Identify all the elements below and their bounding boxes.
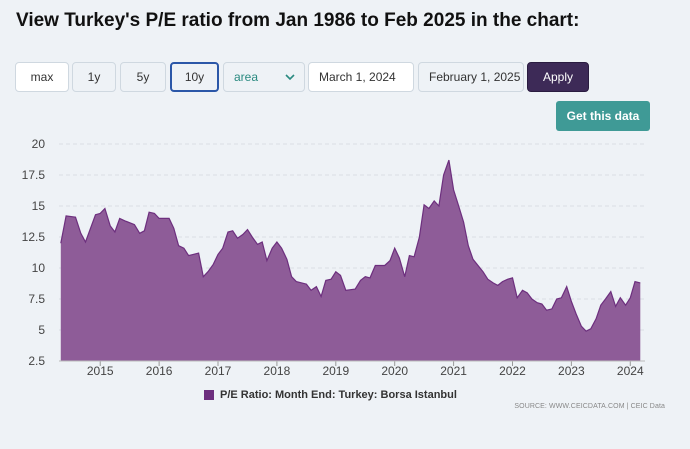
range-5y-button[interactable]: 5y (120, 62, 166, 92)
series-area (60, 160, 641, 361)
page-title: View Turkey's P/E ratio from Jan 1986 to… (16, 10, 580, 31)
y-tick-label: 10 (32, 261, 46, 275)
x-tick-label: 2019 (322, 364, 349, 378)
y-tick-label: 17.5 (22, 168, 46, 182)
pe-ratio-area-chart: 2.5 5 7.5 10 12.5 15 17.5 20 2015 2016 2017 2018 201… (22, 137, 645, 378)
y-tick-label: 5 (38, 323, 45, 337)
y-tick-label: 15 (32, 199, 46, 213)
x-tick-label: 2021 (440, 364, 467, 378)
range-1y-button[interactable]: 1y (72, 62, 116, 92)
y-tick-label: 7.5 (28, 292, 45, 306)
range-10y-button[interactable]: 10y (170, 62, 219, 92)
x-tick-label: 2015 (87, 364, 114, 378)
y-tick-label: 12.5 (22, 230, 46, 244)
end-date-field[interactable]: February 1, 2025 (418, 62, 524, 92)
x-tick-label: 2023 (558, 364, 585, 378)
start-date-field[interactable]: March 1, 2024 (308, 62, 414, 92)
chart-legend[interactable]: P/E Ratio: Month End: Turkey: Borsa Ista… (204, 389, 457, 401)
source-credit: SOURCE: WWW.CEICDATA.COM | CEIC Data (514, 403, 665, 410)
x-tick-label: 2018 (264, 364, 291, 378)
chart-type-select[interactable]: area (223, 62, 305, 92)
chevron-down-icon (285, 74, 295, 81)
get-data-button[interactable]: Get this data (556, 101, 650, 131)
legend-label: P/E Ratio: Month End: Turkey: Borsa Ista… (220, 389, 457, 401)
chart-type-value: area (234, 70, 259, 84)
x-tick-label: 2020 (381, 364, 408, 378)
x-tick-label: 2024 (617, 364, 644, 378)
x-tick-label: 2017 (205, 364, 232, 378)
series-line (60, 159, 641, 332)
y-tick-label: 20 (32, 137, 46, 151)
x-tick-label: 2016 (146, 364, 173, 378)
x-tick-label: 2022 (499, 364, 526, 378)
legend-swatch (204, 390, 214, 400)
y-tick-label: 2.5 (28, 354, 45, 368)
range-max-button[interactable]: max (15, 62, 69, 92)
apply-button[interactable]: Apply (527, 62, 589, 92)
